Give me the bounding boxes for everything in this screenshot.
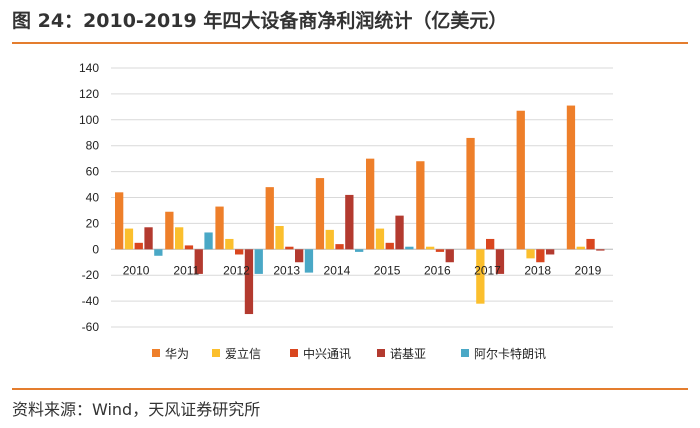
- legend-label: 中兴通讯: [303, 346, 351, 361]
- bar-4-2018: [546, 249, 555, 255]
- y-tick-label: -20: [82, 268, 100, 282]
- bar-5-2014: [355, 249, 364, 252]
- y-tick-label: 100: [79, 113, 99, 127]
- bar-2-2015: [375, 228, 385, 250]
- bar-5-2013: [304, 249, 314, 273]
- y-tick-label: 20: [86, 216, 100, 230]
- legend-swatch: [152, 349, 160, 357]
- bar-5-2012: [254, 249, 263, 274]
- bar-1-2016: [416, 161, 425, 250]
- bar-4-2019: [596, 249, 605, 251]
- bar-3-2012: [235, 249, 244, 255]
- bar-2-2012: [225, 238, 234, 250]
- gridlines: [111, 67, 613, 328]
- bar-3-2014: [335, 244, 344, 250]
- bar-2-2019: [576, 246, 585, 250]
- y-tick-label: -60: [82, 320, 100, 334]
- legend-label: 诺基亚: [390, 347, 426, 361]
- bar-1-2011: [165, 211, 174, 250]
- bar-1-2012: [215, 206, 224, 250]
- y-tick-label: -40: [82, 294, 100, 308]
- bar-1-2019: [566, 105, 576, 250]
- bar-5-2015: [405, 246, 414, 250]
- bar-4-2014: [345, 194, 354, 250]
- bar-3-2016: [435, 249, 445, 252]
- y-tick-label: 40: [86, 191, 100, 205]
- y-axis-ticks: 140 120 100 80 60 40 20 0 -20 -40 -60: [79, 61, 99, 334]
- bar-3-2013: [285, 246, 294, 250]
- figure-title: 图 24：2010-2019 年四大设备商净利润统计（亿美元）: [12, 10, 508, 32]
- bar-4-2010: [144, 227, 153, 250]
- legend-label: 阿尔卡特朗讯: [474, 346, 546, 361]
- x-tick-label: 2014: [324, 263, 351, 277]
- x-tick-label: 2010: [123, 263, 150, 277]
- bar-4-2017: [495, 249, 505, 274]
- x-tick-label: 2016: [424, 263, 451, 277]
- bar-1-2014: [315, 178, 325, 250]
- x-tick-label: 2013: [273, 263, 300, 277]
- legend-label: 爱立信: [225, 346, 261, 361]
- x-tick-label: 2012: [223, 263, 250, 277]
- bar-2-2016: [426, 246, 435, 250]
- bar-4-2016: [445, 249, 454, 263]
- bar-2-2011: [175, 227, 184, 250]
- bar-1-2015: [366, 158, 375, 250]
- bar-1-2018: [516, 110, 525, 250]
- x-tick-label: 2015: [374, 263, 401, 277]
- bar-5-2010: [154, 249, 163, 256]
- footer-divider: [12, 388, 688, 390]
- bar-2-2010: [124, 228, 134, 250]
- source-note: 资料来源：Wind，天风证券研究所: [12, 400, 261, 419]
- bar-4-2011: [194, 249, 203, 274]
- title-divider: [12, 42, 688, 44]
- y-tick-label: 120: [79, 87, 99, 101]
- bar-1-2010: [115, 192, 124, 250]
- x-tick-label: 2019: [575, 263, 602, 277]
- bar-4-2013: [295, 249, 304, 263]
- bar-2-2014: [325, 229, 334, 250]
- bar-2-2018: [526, 249, 535, 259]
- y-tick-label: 0: [92, 242, 99, 256]
- bar-2-2017: [476, 249, 485, 304]
- bar-2-2013: [275, 225, 284, 250]
- bar-3-2010: [134, 242, 143, 250]
- bar-3-2015: [385, 242, 394, 250]
- x-tick-label: 2018: [524, 263, 551, 277]
- bar-chart: 140 120 100 80 60 40 20 0 -20 -40 -60 2010 2011 2012…: [79, 61, 613, 361]
- x-axis-ticks: 2010 2011 2012 2013 2014 2015 2016 2017 2018 2019: [123, 263, 602, 277]
- legend-label: 华为: [165, 347, 189, 361]
- y-tick-label: 140: [79, 61, 99, 75]
- bar-1-2013: [265, 187, 274, 250]
- bar-4-2012: [244, 249, 254, 315]
- bar-3-2017: [486, 238, 495, 250]
- legend-swatch: [290, 349, 298, 357]
- bar-1-2017: [466, 137, 475, 250]
- bar-5-2011: [204, 232, 213, 250]
- bar-3-2019: [586, 238, 595, 250]
- bars: [115, 105, 605, 315]
- bar-4-2015: [395, 215, 404, 250]
- legend-swatch: [212, 349, 220, 357]
- x-tick-label: 2017: [474, 263, 501, 277]
- legend-swatch: [377, 349, 385, 357]
- y-tick-label: 80: [86, 139, 100, 153]
- bar-3-2018: [536, 249, 545, 263]
- y-tick-label: 60: [86, 165, 100, 179]
- x-tick-label: 2011: [173, 263, 199, 277]
- legend: 华为 爱立信 中兴通讯 诺基亚 阿尔卡特朗讯: [152, 346, 546, 361]
- legend-swatch: [461, 349, 469, 357]
- bar-3-2011: [184, 245, 194, 250]
